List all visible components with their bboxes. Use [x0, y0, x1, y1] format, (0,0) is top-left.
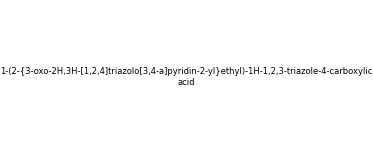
Text: 1-(2-{3-oxo-2H,3H-[1,2,4]triazolo[3,4-a]pyridin-2-yl}ethyl)-1H-1,2,3-triazole-4-: 1-(2-{3-oxo-2H,3H-[1,2,4]triazolo[3,4-a]…	[0, 67, 373, 87]
